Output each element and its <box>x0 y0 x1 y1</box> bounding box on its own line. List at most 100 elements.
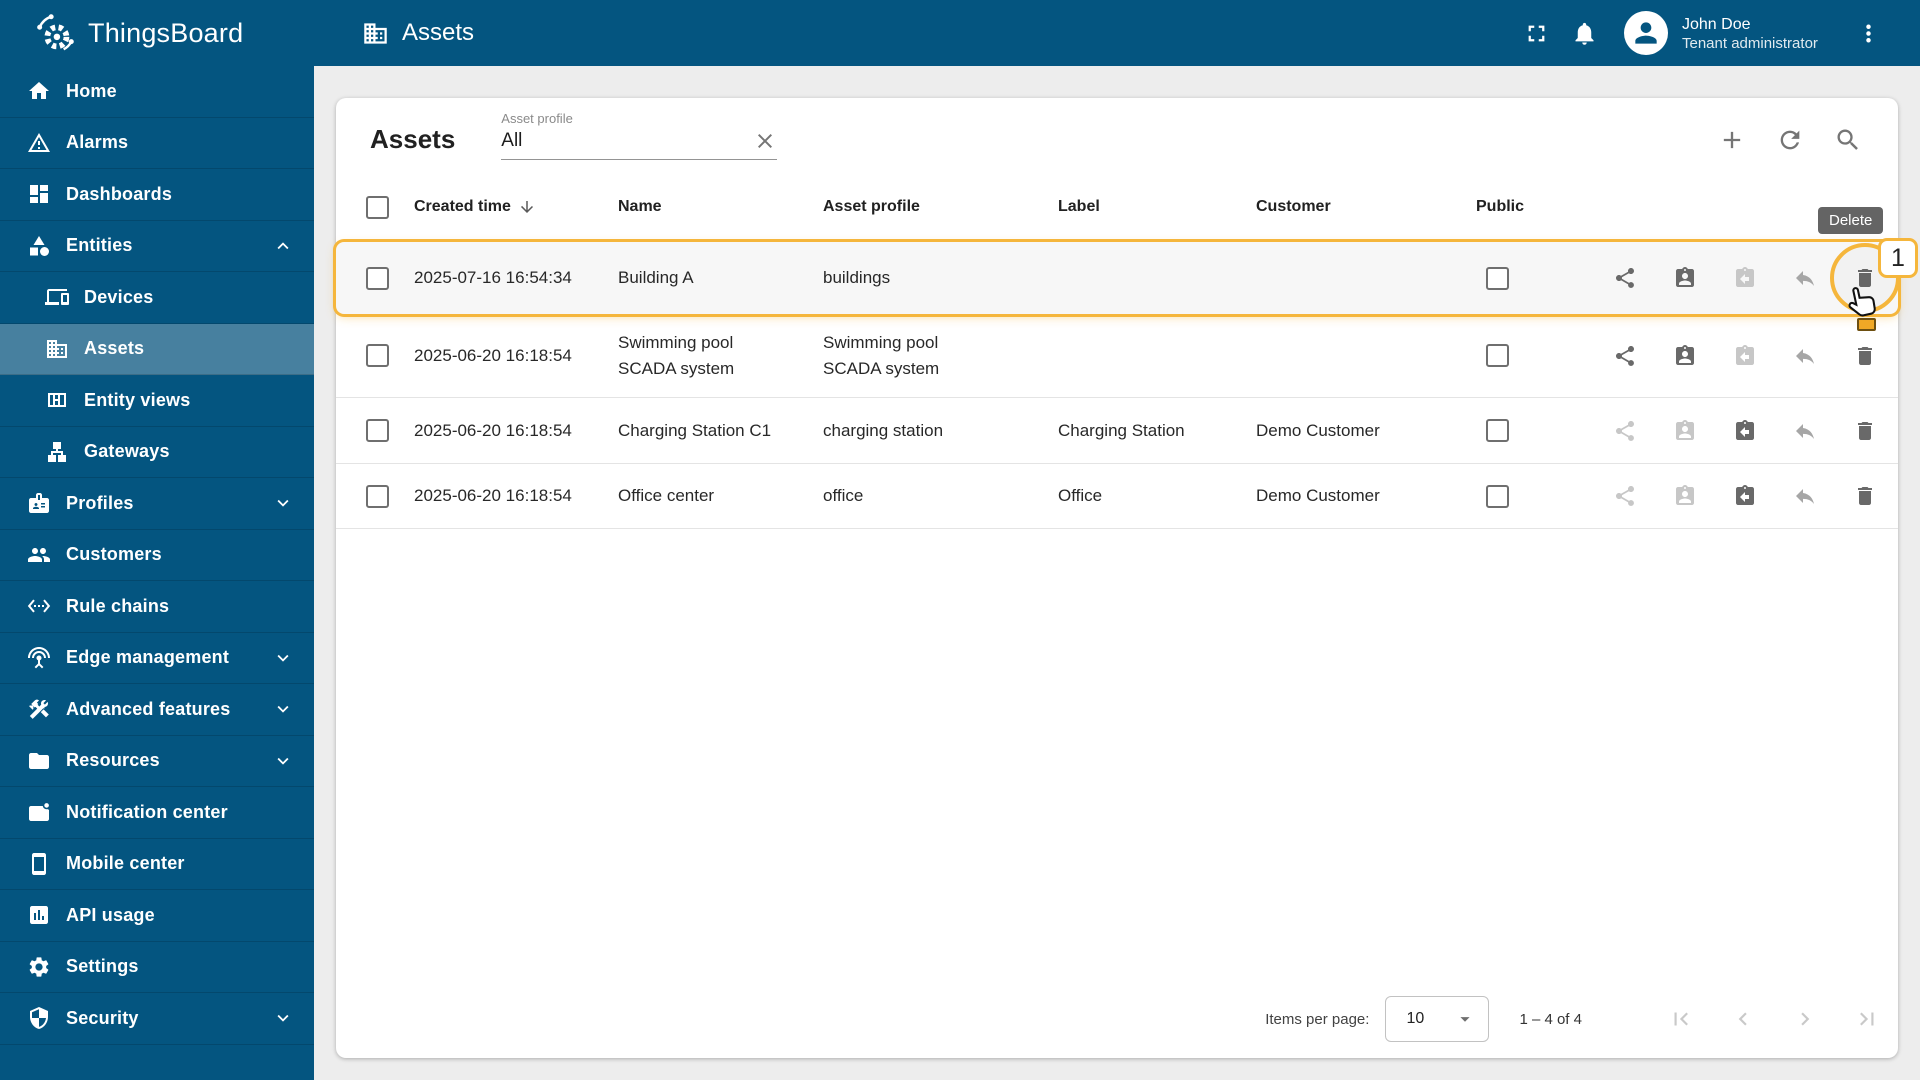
refresh-icon[interactable] <box>1776 126 1804 154</box>
sidebar-item-resources[interactable]: Resources <box>0 736 314 787</box>
sidebar-item-assets[interactable]: Assets <box>0 323 314 375</box>
clear-filter-icon[interactable] <box>753 129 777 153</box>
next-page-button[interactable] <box>1792 1006 1818 1032</box>
bell-icon <box>1571 20 1598 47</box>
delete-button[interactable] <box>1853 266 1877 290</box>
sidebar-item-notification-center[interactable]: Notification center <box>0 787 314 839</box>
sidebar-item-entities[interactable]: Entities <box>0 221 314 272</box>
add-icon[interactable] <box>1718 126 1746 154</box>
select-all-checkbox[interactable] <box>366 195 389 219</box>
public-checkbox[interactable] <box>1486 266 1509 290</box>
column-label: Asset profile <box>823 198 920 215</box>
sidebar-item-settings[interactable]: Settings <box>0 942 314 993</box>
row-checkbox[interactable] <box>366 484 389 508</box>
row-checkbox[interactable] <box>366 344 389 367</box>
assign-to-customer-button[interactable] <box>1673 484 1697 508</box>
column-header-public[interactable]: Public <box>1476 195 1591 219</box>
sidebar-item-dashboards[interactable]: Dashboards <box>0 169 314 221</box>
public-checkbox[interactable] <box>1486 344 1509 367</box>
paginator: Items per page: 10 1 – 4 of 4 <box>1265 988 1880 1050</box>
assets-card: Assets Asset profile All Created time <box>336 98 1898 1058</box>
cell-asset-profile: Swimming pool SCADA system <box>823 333 940 378</box>
share-button[interactable] <box>1613 419 1637 443</box>
sidebar-item-alarms[interactable]: Alarms <box>0 118 314 169</box>
sidebar-item-label: Entities <box>66 235 133 256</box>
table-row[interactable]: 2025-06-20 16:18:54 Charging Station C1 … <box>336 398 1898 464</box>
column-header-customer[interactable]: Customer <box>1256 195 1476 219</box>
cell-created-time: 2025-06-20 16:18:54 <box>414 420 572 440</box>
sidebar-item-devices[interactable]: Devices <box>0 272 314 324</box>
share-button[interactable] <box>1613 484 1637 508</box>
asset-profile-filter[interactable]: Asset profile All <box>501 108 778 160</box>
entity-views-icon <box>45 388 69 412</box>
last-page-button[interactable] <box>1854 1006 1880 1032</box>
top-bar: ThingsBoard Assets John Doe Tenant admin… <box>0 0 1920 66</box>
api-usage-icon <box>27 903 51 927</box>
sidebar-item-entity-views[interactable]: Entity views <box>0 375 314 427</box>
unassign-button[interactable] <box>1793 344 1817 368</box>
items-per-page-select[interactable]: 10 <box>1385 996 1490 1042</box>
sidebar-item-security[interactable]: Security <box>0 993 314 1045</box>
sidebar-item-customers[interactable]: Customers <box>0 530 314 581</box>
row-checkbox[interactable] <box>366 419 389 442</box>
sidebar-item-mobile-center[interactable]: Mobile center <box>0 839 314 890</box>
assign-to-customer-button[interactable] <box>1673 344 1697 368</box>
sidebar-item-profiles[interactable]: Profiles <box>0 478 314 530</box>
delete-button[interactable] <box>1853 484 1877 508</box>
sidebar-item-edge-management[interactable]: Edge management <box>0 633 314 684</box>
more-menu-button[interactable] <box>1844 9 1892 57</box>
fullscreen-button[interactable] <box>1512 9 1560 57</box>
delete-button[interactable] <box>1853 344 1877 368</box>
chevron-down-icon <box>272 698 294 720</box>
sidebar-item-home[interactable]: Home <box>0 66 314 118</box>
sidebar-item-api-usage[interactable]: API usage <box>0 890 314 942</box>
unassign-button[interactable] <box>1793 419 1817 443</box>
cell-label: Charging Station <box>1058 420 1185 440</box>
dashboards-icon <box>27 182 51 206</box>
chevron-right-icon <box>1792 1006 1818 1032</box>
unassign-button[interactable] <box>1793 484 1817 508</box>
column-header-label[interactable]: Label <box>1058 195 1256 219</box>
share-button[interactable] <box>1613 266 1637 290</box>
table-row[interactable]: 2025-06-20 16:18:54 Office center office… <box>336 464 1898 529</box>
sidebar-item-label: Security <box>66 1007 139 1028</box>
gateways-icon <box>45 440 69 464</box>
delete-button[interactable] <box>1853 419 1877 443</box>
make-private-button[interactable] <box>1733 266 1757 290</box>
share-button[interactable] <box>1613 344 1637 368</box>
cell-asset-profile: charging station <box>823 420 944 440</box>
search-icon[interactable] <box>1834 126 1862 154</box>
thingsboard-logo[interactable]: ThingsBoard <box>0 10 314 56</box>
last-page-icon <box>1854 1006 1880 1032</box>
avatar[interactable] <box>1624 11 1668 55</box>
table-row[interactable]: 2025-06-20 16:18:54 Swimming pool SCADA … <box>336 314 1898 398</box>
column-header-created-time[interactable]: Created time <box>414 195 618 219</box>
cell-asset-profile: office <box>823 486 864 506</box>
sidebar-item-gateways[interactable]: Gateways <box>0 427 314 478</box>
chevron-up-icon <box>272 235 294 257</box>
column-header-asset-profile[interactable]: Asset profile <box>823 195 1058 219</box>
column-header-name[interactable]: Name <box>618 195 823 219</box>
make-private-button[interactable] <box>1733 419 1757 443</box>
sidebar-item-rule-chains[interactable]: Rule chains <box>0 581 314 633</box>
make-private-button[interactable] <box>1733 484 1757 508</box>
assign-to-customer-button[interactable] <box>1673 266 1697 290</box>
make-private-button[interactable] <box>1733 344 1757 368</box>
table-row[interactable]: 2025-07-16 16:54:34 Building A buildings <box>336 242 1898 314</box>
filter-value[interactable]: All <box>501 130 523 151</box>
share-icon <box>1613 266 1637 290</box>
more-vert-icon <box>1855 20 1882 47</box>
public-checkbox[interactable] <box>1486 484 1509 508</box>
row-checkbox[interactable] <box>366 266 389 290</box>
previous-page-button[interactable] <box>1730 1006 1756 1032</box>
public-checkbox[interactable] <box>1486 419 1509 442</box>
unassign-button[interactable] <box>1793 266 1817 290</box>
assign-to-customer-button[interactable] <box>1673 419 1697 443</box>
sidebar-item-label: Advanced features <box>66 698 231 719</box>
sidebar-item-label: Rule chains <box>66 595 170 616</box>
notifications-button[interactable] <box>1560 9 1608 57</box>
alarms-icon <box>27 131 51 155</box>
user-menu[interactable]: John Doe Tenant administrator <box>1682 14 1832 53</box>
first-page-button[interactable] <box>1668 1006 1694 1032</box>
sidebar-item-advanced-features[interactable]: Advanced features <box>0 684 314 736</box>
